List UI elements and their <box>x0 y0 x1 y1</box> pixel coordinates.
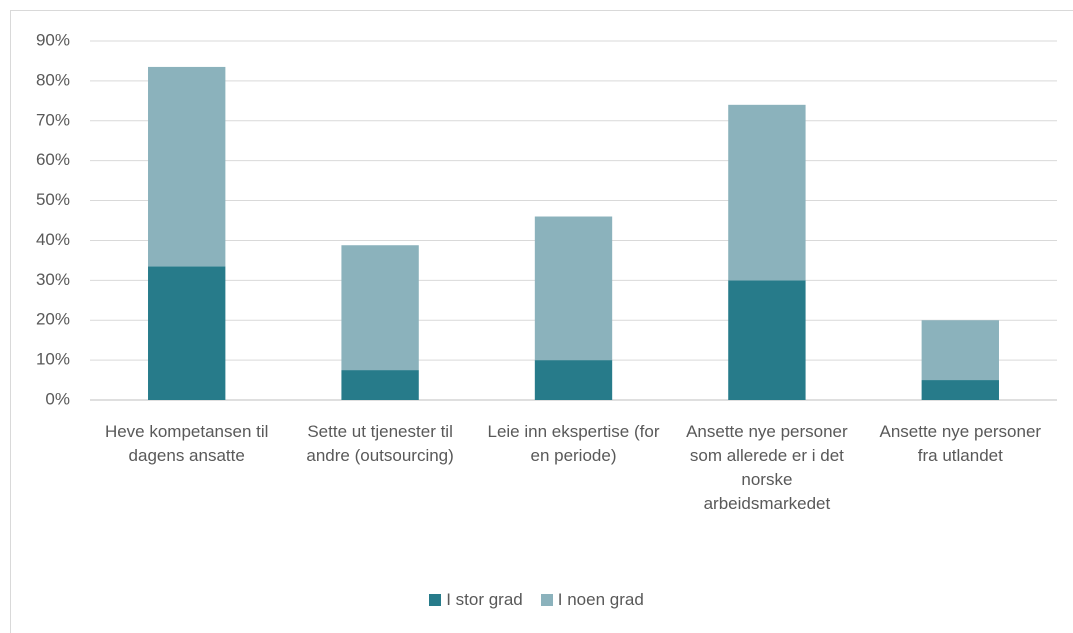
legend-item: I stor grad <box>429 590 523 610</box>
y-tick-label: 90% <box>36 30 70 49</box>
bar-segment <box>921 380 999 400</box>
bar-segment <box>341 370 419 400</box>
y-tick-label: 20% <box>36 310 70 329</box>
legend-item: I noen grad <box>540 590 644 610</box>
x-tick-label: Sette ut tjenester til andre (outsourcin… <box>306 422 454 465</box>
legend: I stor grad I noen grad <box>0 590 1073 610</box>
legend-swatch <box>540 594 553 606</box>
x-tick-label: Heve kompetansen til dagens ansatte <box>104 422 269 465</box>
bar-segment <box>534 216 613 361</box>
legend-swatch <box>429 594 442 606</box>
bar-segment <box>534 360 613 400</box>
y-tick-label: 10% <box>36 350 70 369</box>
chart-border <box>10 10 1073 633</box>
bar-segment <box>341 245 419 371</box>
y-tick-label: 60% <box>36 150 70 169</box>
x-tick-label: Leie inn ekspertise (for en periode) <box>487 422 660 465</box>
y-tick-label: 0% <box>45 389 70 408</box>
bar-segment <box>728 280 806 400</box>
bar-segment <box>148 66 226 267</box>
bar-segment <box>921 320 999 381</box>
y-tick-label: 80% <box>36 70 70 89</box>
legend-label: I stor grad <box>446 590 523 609</box>
y-tick-label: 40% <box>36 230 70 249</box>
y-tick-label: 70% <box>36 110 70 129</box>
bar-segment <box>728 104 806 281</box>
bar-segment <box>148 266 226 400</box>
x-tick-label: Ansette nye personer som allerede er i d… <box>686 422 848 513</box>
y-tick-label: 30% <box>36 270 70 289</box>
x-tick-label: Ansette nye personer fra utlandet <box>879 422 1042 465</box>
y-tick-label: 50% <box>36 190 70 209</box>
legend-label: I noen grad <box>557 590 644 609</box>
